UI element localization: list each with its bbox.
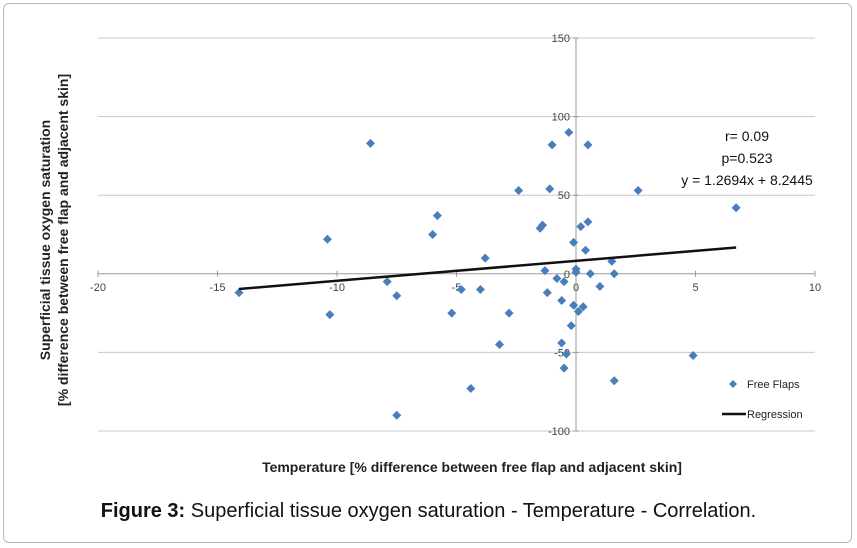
data-point-11 — [466, 384, 476, 394]
data-point-28 — [561, 349, 571, 359]
data-point-7 — [428, 230, 438, 239]
data-point-1 — [325, 310, 335, 320]
data-point-9 — [447, 308, 457, 318]
axes — [97, 37, 816, 432]
x-tick-label-1: -15 — [210, 282, 226, 294]
x-tick-label-5: 5 — [692, 282, 698, 294]
annotation-p: p=0.523 — [722, 150, 773, 166]
caption-text: Superficial tissue oxygen saturation - T… — [185, 500, 757, 522]
y-tick-label-0: 150 — [552, 33, 570, 45]
y-tick-label-2: 50 — [558, 190, 570, 202]
data-point-5 — [392, 410, 402, 420]
y-tick-label-3: 0 — [564, 269, 570, 281]
data-point-40 — [583, 140, 593, 150]
y-tick-label-1: 100 — [552, 112, 570, 124]
data-point-41 — [585, 269, 595, 279]
data-point-30 — [566, 321, 576, 331]
data-point-38 — [581, 245, 591, 255]
data-point-47 — [688, 351, 698, 361]
data-point-14 — [495, 340, 505, 350]
data-point-10 — [456, 285, 466, 295]
scatter-points — [234, 127, 741, 420]
legend-regression-label: Regression — [747, 409, 803, 421]
data-point-31 — [569, 300, 579, 310]
annotation-equation: y = 1.2694x + 8.2445 — [681, 172, 813, 188]
data-point-32 — [569, 237, 579, 247]
data-point-46 — [633, 185, 643, 195]
y-axis-label-line2: [% difference between free flap and adja… — [55, 74, 71, 406]
x-tick-label-4: 0 — [573, 282, 579, 294]
x-tick-label-0: -20 — [90, 282, 106, 294]
data-point-48 — [731, 203, 741, 213]
caption-label: Figure 3: — [100, 500, 186, 522]
legend-free-flaps-marker — [729, 380, 737, 388]
data-point-16 — [514, 185, 524, 195]
data-point-6 — [392, 291, 402, 301]
data-point-23 — [552, 274, 562, 284]
data-point-21 — [545, 184, 555, 194]
data-point-12 — [475, 285, 485, 295]
data-point-36 — [576, 222, 586, 232]
data-point-22 — [547, 140, 557, 150]
data-point-13 — [480, 253, 490, 263]
data-point-34 — [571, 264, 581, 274]
x-tick-labels: -20 -15 -10 -5 0 5 10 — [90, 282, 821, 294]
legend-free-flaps-label: Free Flaps — [747, 379, 800, 391]
data-point-18 — [538, 220, 548, 230]
data-point-20 — [542, 288, 552, 298]
scatter-chart: 150 100 50 0 -5 0 -100 -20 -15 -10 -5 0 5 10 Superfi… — [37, 33, 821, 475]
data-point-45 — [609, 269, 619, 279]
data-point-8 — [432, 211, 442, 221]
regression-line — [238, 246, 737, 291]
data-point-25 — [557, 338, 567, 348]
data-point-26 — [559, 277, 569, 287]
data-point-19 — [540, 266, 550, 276]
data-point-35 — [573, 307, 583, 317]
gridlines — [98, 37, 815, 432]
figure-caption: Figure 3: Superficial tissue oxygen satu… — [0, 500, 857, 523]
x-axis-label: Temperature [% difference between free f… — [262, 459, 682, 475]
data-point-3 — [365, 138, 375, 148]
y-axis-label-line1: Superficial tissue oxygen saturation — [37, 120, 53, 360]
y-tick-label-5: -100 — [548, 426, 570, 438]
data-point-2 — [322, 234, 332, 244]
legend: Free Flaps Regression — [722, 379, 803, 421]
data-point-29 — [564, 127, 574, 137]
data-point-44 — [609, 376, 619, 386]
data-point-37 — [578, 302, 588, 312]
data-point-0 — [234, 288, 244, 298]
x-tick-label-6: 10 — [809, 282, 821, 294]
data-point-15 — [504, 308, 514, 318]
data-point-42 — [595, 281, 605, 291]
data-point-39 — [583, 217, 593, 227]
data-point-24 — [557, 296, 567, 306]
x-tick-label-3: -5 — [452, 282, 462, 294]
data-point-27 — [559, 363, 569, 373]
x-tick-label-2: -10 — [329, 282, 345, 294]
data-point-4 — [382, 277, 392, 287]
annotation-r: r= 0.09 — [725, 128, 769, 144]
